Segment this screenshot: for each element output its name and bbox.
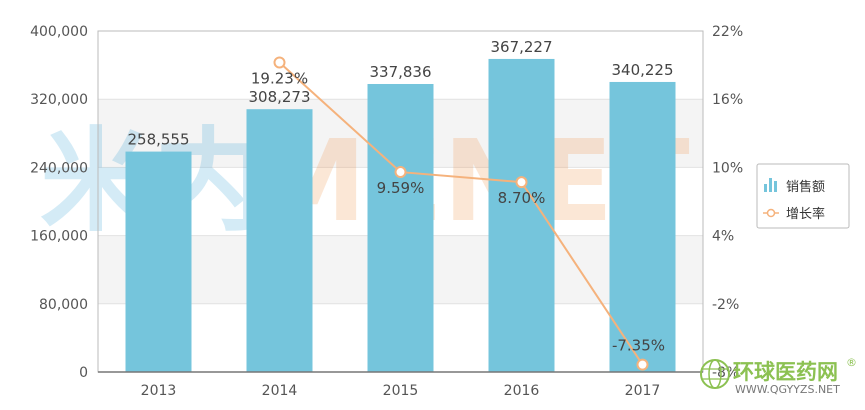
- growth-point-2017: [636, 358, 649, 371]
- right-axis-ticks: -8%-2%4%10%16%22%: [712, 24, 743, 381]
- right-y-tick: 16%: [712, 92, 743, 108]
- growth-label-2014: 19.23%: [251, 69, 308, 87]
- legend-item-bar[interactable]: 销售额: [764, 178, 825, 195]
- right-y-tick: 10%: [712, 160, 743, 176]
- legend-box: [756, 163, 850, 229]
- growth-point-2016: [515, 176, 528, 189]
- legend: 销售额 增长率: [756, 163, 850, 229]
- legend-item-line[interactable]: 增长率: [763, 206, 825, 222]
- growth-point-2014: [273, 56, 286, 69]
- legend-label-bar: 销售额: [786, 179, 825, 195]
- bar-2015: [367, 83, 434, 372]
- left-y-tick: 160,000: [30, 229, 88, 245]
- globe-icon: [700, 359, 730, 389]
- site-url: WWW.QGYYZS.NET: [735, 383, 840, 396]
- bar-2013: [125, 151, 192, 372]
- growth-label-2015: 9.59%: [377, 179, 425, 197]
- right-y-tick: 4%: [712, 229, 734, 245]
- x-axis-ticks: 2013 2014 2015 2016 2017: [141, 383, 661, 399]
- bar-value-label-2015: 337,836: [369, 63, 431, 81]
- growth-point-2015: [394, 166, 407, 179]
- growth-rate-line: [278, 61, 644, 366]
- x-tick-2015: 2015: [383, 383, 419, 399]
- bar-2017: [609, 81, 676, 372]
- x-tick-2013: 2013: [141, 383, 177, 399]
- site-name: 环球医药网: [733, 360, 838, 384]
- bar-value-label-2017: 340,225: [611, 61, 673, 79]
- left-y-tick: 0: [79, 365, 88, 381]
- bar-data-labels: 258,555 308,273 337,836 367,227 340,225: [127, 38, 673, 149]
- right-y-tick: -2%: [712, 297, 739, 313]
- left-y-tick: 400,000: [30, 24, 88, 40]
- plot-frame: [97, 30, 704, 373]
- left-axis-ticks: 0 80,000 160,000 240,000 320,000 400,000: [30, 24, 88, 381]
- growth-label-2016: 8.70%: [498, 189, 546, 207]
- x-tick-2014: 2014: [262, 383, 298, 399]
- growth-label-2017: -7.35%: [612, 337, 665, 355]
- x-tick-2016: 2016: [504, 383, 540, 399]
- bar-value-label-2013: 258,555: [127, 131, 189, 149]
- x-tick-2017: 2017: [625, 383, 661, 399]
- bar-2014: [246, 109, 313, 372]
- right-y-tick: 22%: [712, 24, 743, 40]
- left-y-tick: 240,000: [30, 160, 88, 176]
- left-y-tick: 80,000: [39, 297, 88, 313]
- left-y-tick: 320,000: [30, 92, 88, 108]
- bar-value-label-2014: 308,273: [248, 88, 310, 106]
- registered-mark: ®: [846, 356, 857, 369]
- bar-chart-icon: [764, 178, 777, 192]
- bar-value-label-2016: 367,227: [490, 38, 552, 56]
- legend-label-line: 增长率: [786, 206, 825, 222]
- line-series: 19.23% 9.59% 8.70% -7.35%: [251, 56, 665, 371]
- site-logo-watermark: 环球医药网 ® WWW.QGYYZS.NET: [700, 356, 857, 396]
- line-marker-icon: [763, 208, 779, 218]
